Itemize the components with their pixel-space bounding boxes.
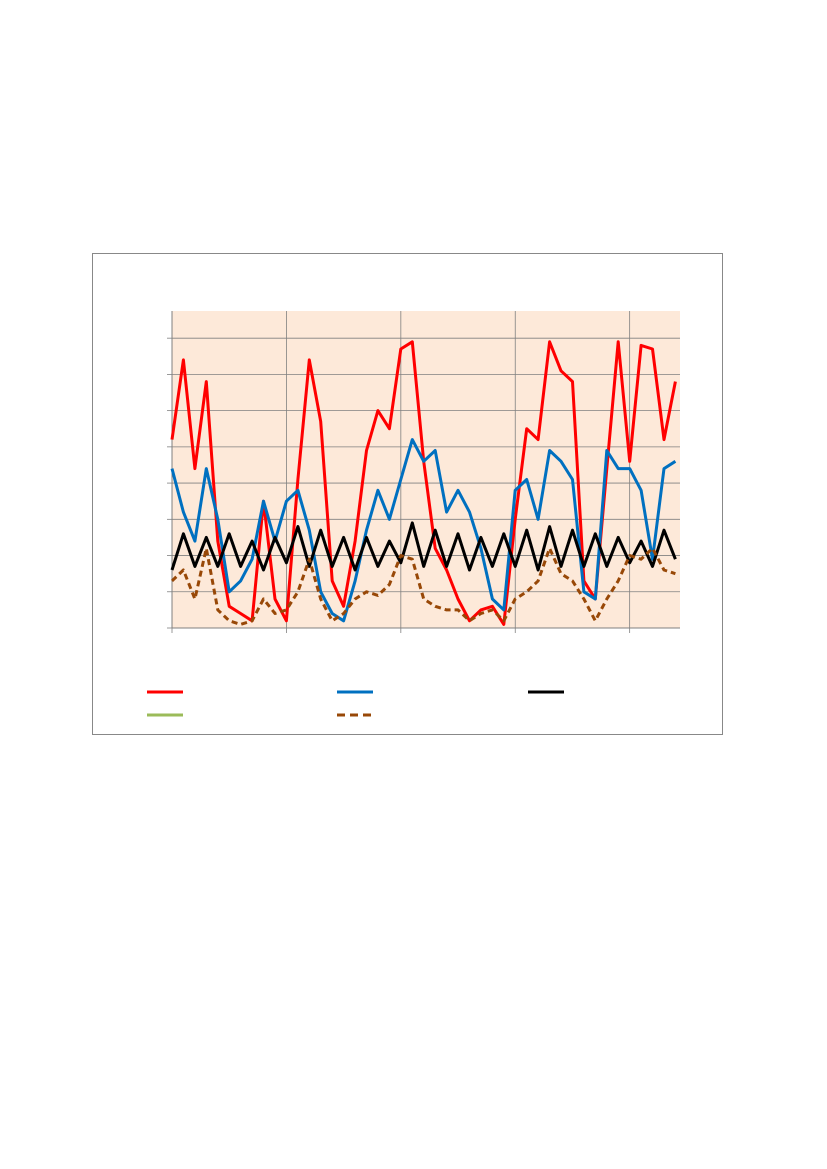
series-line: [170, 438, 677, 623]
series-line: [170, 521, 677, 572]
